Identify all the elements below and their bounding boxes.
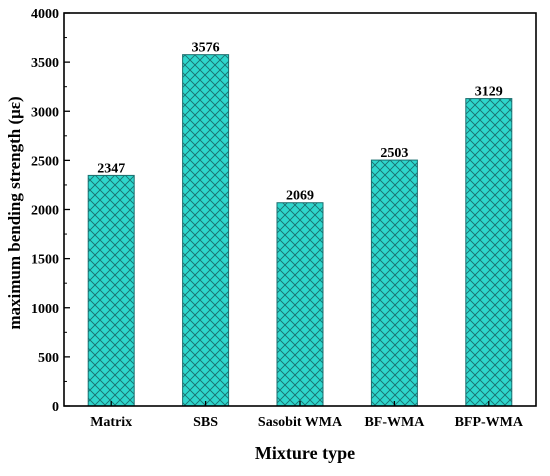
y-axis-title: maximum bending strength (με) [5, 96, 24, 329]
x-tick-label: BFP-WMA [455, 415, 524, 430]
bar [276, 202, 324, 407]
y-tick-label: 500 [38, 351, 59, 366]
data-label: 3129 [475, 85, 503, 100]
bar [182, 54, 230, 407]
x-tick-label: BF-WMA [364, 415, 425, 430]
y-tick-label: 0 [52, 400, 59, 415]
plot-frame [63, 12, 537, 407]
x-axis-title: Mixture type [255, 443, 355, 463]
x-tick-label: Matrix [90, 415, 132, 430]
y-tick-label: 2500 [31, 154, 59, 169]
bar [370, 159, 418, 407]
y-tick-label: 3000 [31, 105, 59, 120]
bar [465, 98, 513, 407]
bar [87, 174, 135, 407]
y-tick-label: 2000 [31, 204, 59, 219]
y-tick-label: 1000 [31, 302, 59, 317]
data-label: 2347 [97, 161, 125, 176]
data-label: 2503 [380, 146, 408, 161]
data-label: 2069 [286, 189, 314, 204]
y-tick-label: 1500 [31, 253, 59, 268]
y-tick-label: 3500 [31, 56, 59, 71]
data-label: 3576 [192, 41, 220, 56]
x-tick-label: Sasobit WMA [258, 415, 343, 430]
x-tick-label: SBS [193, 415, 218, 430]
y-tick-label: 4000 [31, 7, 59, 22]
